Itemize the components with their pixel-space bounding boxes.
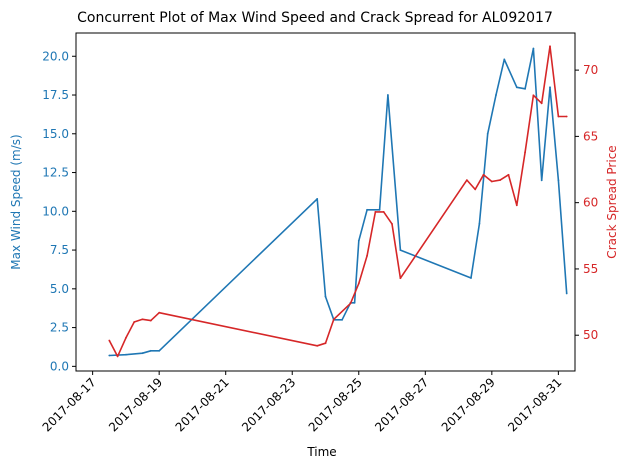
crack-spread-data-point — [374, 211, 377, 213]
wind-speed-data-point — [515, 86, 518, 89]
crack-spread-data-point — [357, 282, 360, 285]
wind-speed-data-point — [366, 208, 368, 211]
wind-speed-data-point — [158, 349, 161, 352]
right-y-axis-ticks: 50 55 60 65 70 — [575, 63, 598, 342]
crack-spread-data-point — [540, 102, 543, 105]
crack-spread-data-point — [332, 318, 335, 321]
wind-speed-data-point — [341, 318, 343, 321]
crack-spread-data-point — [490, 180, 493, 183]
crack-spread-data-point — [382, 211, 385, 213]
wind-speed-data-point — [108, 354, 111, 357]
wind-speed-data-point — [503, 58, 506, 61]
crack-spread-data-point — [349, 302, 352, 305]
wind-speed-data-point — [532, 47, 535, 50]
wind-speed-data-point — [557, 179, 560, 182]
plot-frame — [75, 32, 576, 372]
right-y-tick-label: 70 — [583, 63, 598, 77]
left-y-tick-label: 12.5 — [42, 166, 69, 180]
left-y-tick-label: 7.5 — [50, 243, 69, 257]
left-y-axis-title: Max Wind Speed (m/s) — [9, 134, 23, 269]
left-y-tick-label: 20.0 — [42, 49, 69, 63]
wind-speed-data-point — [357, 239, 360, 242]
wind-speed-data-point — [540, 179, 543, 182]
crack-spread-series-line — [108, 45, 567, 358]
crack-spread-data-point — [158, 311, 161, 314]
crack-spread-data-point — [366, 254, 368, 257]
wind-speed-data-point — [486, 132, 489, 135]
crack-spread-data-point — [108, 339, 111, 342]
left-y-tick-label: 17.5 — [42, 88, 69, 102]
crack-spread-data-point — [524, 151, 526, 154]
wind-speed-data-point — [387, 94, 389, 96]
crack-spread-data-point — [149, 319, 152, 322]
wind-speed-data-point — [316, 198, 319, 200]
wind-speed-data-point — [524, 87, 526, 90]
wind-speed-data-point — [470, 277, 472, 279]
wind-speed-data-point — [478, 222, 481, 225]
crack-spread-data-point — [466, 179, 468, 182]
chart-title: Concurrent Plot of Max Wind Speed and Cr… — [77, 10, 553, 26]
crack-spread-data-point — [565, 115, 568, 118]
crack-spread-data-point — [499, 179, 501, 182]
crack-spread-data-point — [507, 173, 510, 176]
wind-speed-data-point — [353, 301, 356, 304]
wind-speed-data-point — [399, 249, 402, 252]
wind-speed-data-point — [549, 86, 551, 89]
crack-spread-data-point — [125, 337, 127, 339]
crack-spread-data-point — [116, 355, 119, 358]
left-y-tick-label: 2.5 — [50, 321, 69, 335]
wind-speed-data-point — [125, 353, 127, 356]
wind-speed-data-point — [141, 352, 144, 355]
crack-spread-data-point — [391, 223, 393, 225]
crack-spread-data-point — [549, 45, 551, 48]
wind-speed-data-point — [324, 295, 327, 298]
right-y-tick-label: 55 — [583, 262, 598, 276]
crack-spread-data-point — [133, 321, 136, 323]
wind-speed-series-line — [109, 47, 568, 357]
left-y-tick-label: 5.0 — [50, 282, 69, 296]
crack-spread-data-point — [482, 173, 485, 176]
right-y-tick-label: 50 — [583, 328, 598, 342]
crack-spread-data-point — [515, 204, 518, 207]
left-y-tick-label: 10.0 — [42, 204, 69, 218]
crack-spread-data-point — [474, 188, 477, 191]
crack-spread-data-point — [316, 344, 319, 347]
series-layer — [108, 45, 568, 358]
left-y-tick-label: 0.0 — [50, 359, 69, 373]
wind-speed-data-point — [495, 94, 497, 96]
crack-spread-data-point — [399, 277, 402, 280]
x-axis-title: Time — [306, 445, 336, 459]
left-y-axis-ticks: 0.0 2.5 5.0 7.5 10.0 12.5 15.0 17.5 20.0 — [42, 49, 76, 373]
right-y-tick-label: 60 — [583, 196, 598, 210]
crack-spread-data-point — [324, 342, 327, 345]
crack-spread-data-point — [141, 318, 144, 321]
crack-spread-data-point — [557, 115, 560, 118]
left-y-tick-label: 15.0 — [42, 127, 69, 141]
wind-speed-data-point — [378, 208, 381, 211]
wind-speed-data-point — [565, 292, 568, 295]
right-y-tick-label: 65 — [583, 129, 598, 143]
crack-spread-data-point — [532, 94, 535, 97]
right-y-axis-title: Crack Spread Price — [605, 145, 619, 258]
wind-speed-data-point — [149, 349, 152, 352]
